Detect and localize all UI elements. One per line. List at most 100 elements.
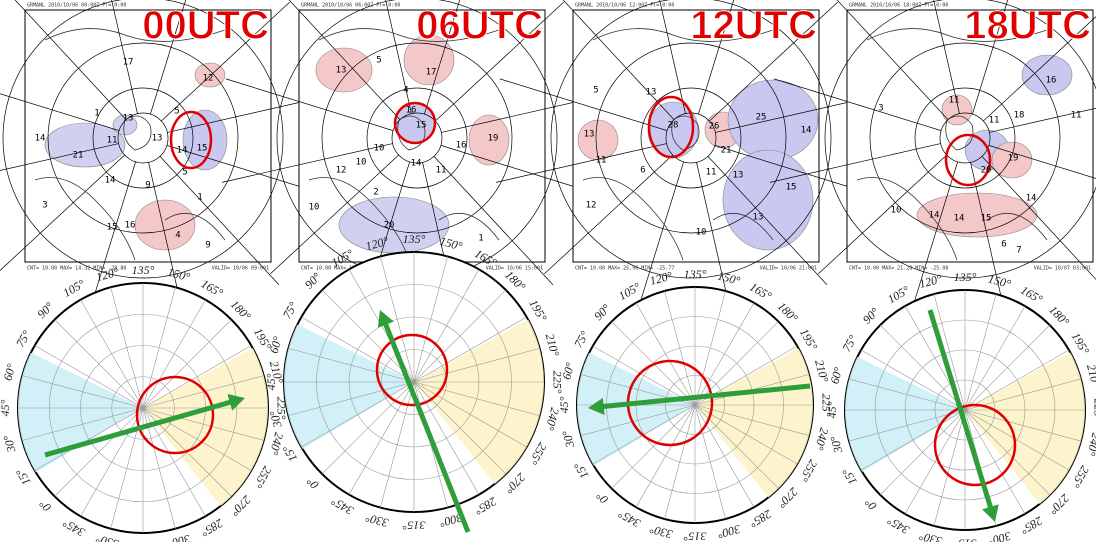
anomaly-region	[578, 120, 618, 160]
longitude-label: 285°	[199, 516, 226, 540]
longitude-label: 225°	[1091, 399, 1096, 422]
contour-label: 10	[891, 206, 902, 216]
longitude-label: 0°	[304, 474, 322, 492]
contour-label: 19	[1008, 154, 1019, 164]
longitude-label: 135°	[403, 232, 426, 246]
contour-label: 3	[42, 201, 47, 211]
time-label: 06UTC	[416, 4, 543, 48]
contour-label: 20	[981, 166, 992, 176]
contour-label: 11	[596, 156, 607, 166]
polar-panel: 0°15°30°45°60°75°90°105°120°135°150°165°…	[825, 270, 1096, 542]
contour-label: 9	[145, 181, 150, 191]
contour-label: 16	[406, 106, 417, 116]
contour-label: 5	[376, 56, 381, 66]
longitude-label: 255°	[526, 440, 550, 467]
contour-label: 15	[786, 183, 797, 193]
longitude-label: 90°	[34, 299, 56, 321]
time-label: 18UTC	[964, 4, 1091, 48]
longitude-label: 300°	[716, 522, 743, 542]
panel-header: GRMANL 2010/10/06 12:00Z FT= 0:00	[575, 3, 674, 9]
longitude-label: 75°	[280, 299, 301, 321]
contour-label: 2	[373, 188, 378, 198]
longitude-label: 60°	[1, 362, 19, 382]
contour-label: 13	[123, 114, 134, 124]
contour-label: 12	[336, 166, 347, 176]
contour-label: 16	[1046, 76, 1057, 86]
contour-label: 5	[593, 86, 598, 96]
longitude-label: 345°	[60, 516, 88, 540]
anomaly-region	[723, 150, 813, 250]
contour-label: 10	[696, 228, 707, 238]
contour-label: 12	[586, 201, 597, 211]
contour-label: 13	[152, 134, 163, 144]
longitude-label: 315°	[953, 536, 977, 542]
contour-label: 13	[733, 171, 744, 181]
valid-time: VALID= 10/07 03:001	[1034, 266, 1091, 272]
longitude-label: 255°	[797, 457, 821, 484]
contour-label: 14	[1026, 194, 1037, 204]
longitude-label: 105°	[60, 276, 87, 300]
time-label: 12UTC	[690, 4, 817, 48]
longitude-label: 165°	[199, 277, 226, 301]
contour-label: 19	[488, 134, 499, 144]
longitude-label: 120°	[918, 272, 944, 291]
longitude-label: 210°	[1084, 363, 1096, 389]
longitude-label: 210°	[543, 332, 562, 358]
longitude-label: 90°	[591, 301, 613, 323]
longitude-label: 285°	[747, 507, 774, 531]
contour-label: 13	[584, 130, 595, 140]
longitude-label: 135°	[132, 263, 155, 277]
contour-label: 14	[954, 214, 965, 224]
contour-label: 15	[197, 144, 208, 154]
map-panel: 513282625141311621111315121013GRMANL 201…	[496, 0, 886, 333]
polar-panel: 0°15°30°45°60°75°90°105°120°135°150°165°…	[264, 232, 565, 533]
contour-label: 11	[706, 168, 717, 178]
longitude-label: 60°	[827, 365, 845, 385]
contour-label: 13	[753, 213, 764, 223]
contour-label: 11	[949, 96, 960, 106]
contour-label: 20	[384, 221, 395, 231]
contour-label: 26	[709, 122, 720, 132]
longitude-label: 195°	[1069, 330, 1093, 357]
longitude-label: 195°	[797, 326, 821, 353]
contour-label: 15	[107, 223, 118, 233]
longitude-label: 345°	[329, 494, 357, 518]
contour-label: 14	[35, 134, 46, 144]
contour-label: 10	[356, 158, 367, 168]
longitude-label: 0°	[862, 495, 880, 513]
contour-label: 11	[989, 116, 1000, 126]
longitude-label: 150°	[987, 272, 1013, 291]
longitude-label: 330°	[364, 511, 391, 531]
contour-label: 1	[94, 109, 99, 119]
longitude-label: 315°	[683, 529, 707, 542]
longitude-label: 195°	[526, 297, 550, 324]
longitude-label: 45°	[557, 396, 571, 413]
contour-label: 16	[456, 141, 467, 151]
polar-panel: 0°15°30°45°60°75°90°105°120°135°150°165°…	[557, 267, 834, 542]
contour-label: 13	[336, 66, 347, 76]
time-label: 00UTC	[142, 4, 269, 48]
contour-label: 4	[403, 86, 408, 96]
longitude-label: 345°	[885, 514, 913, 538]
longitude-label: 105°	[885, 283, 912, 307]
panel-header: GRMANL 2010/10/06 00:00Z FT= 0:00	[27, 3, 126, 9]
longitude-label: 75°	[839, 332, 860, 354]
polar-panel: 0°15°30°45°60°75°90°105°120°135°150°165°…	[0, 263, 288, 542]
longitude-label: 30°	[559, 429, 577, 450]
contour-label: 1	[478, 234, 483, 244]
figure: 17121135142111131415591413151649GRMANL 2…	[0, 0, 1096, 542]
longitude-label: 30°	[0, 434, 18, 455]
contour-label: 21	[721, 146, 732, 156]
contour-label: 6	[1001, 240, 1006, 250]
longitude-label: 0°	[593, 489, 611, 507]
longitude-label: 75°	[13, 328, 34, 350]
longitude-label: 135°	[954, 270, 977, 284]
contour-label: 5	[174, 107, 179, 117]
longitude-label: 30°	[827, 434, 845, 455]
contour-label: 14	[801, 126, 812, 136]
longitude-label: 330°	[918, 529, 945, 542]
contour-label: 6	[640, 166, 645, 176]
longitude-label: 0°	[36, 497, 54, 515]
contour-label: 11	[436, 166, 447, 176]
anomaly-region	[135, 200, 195, 250]
